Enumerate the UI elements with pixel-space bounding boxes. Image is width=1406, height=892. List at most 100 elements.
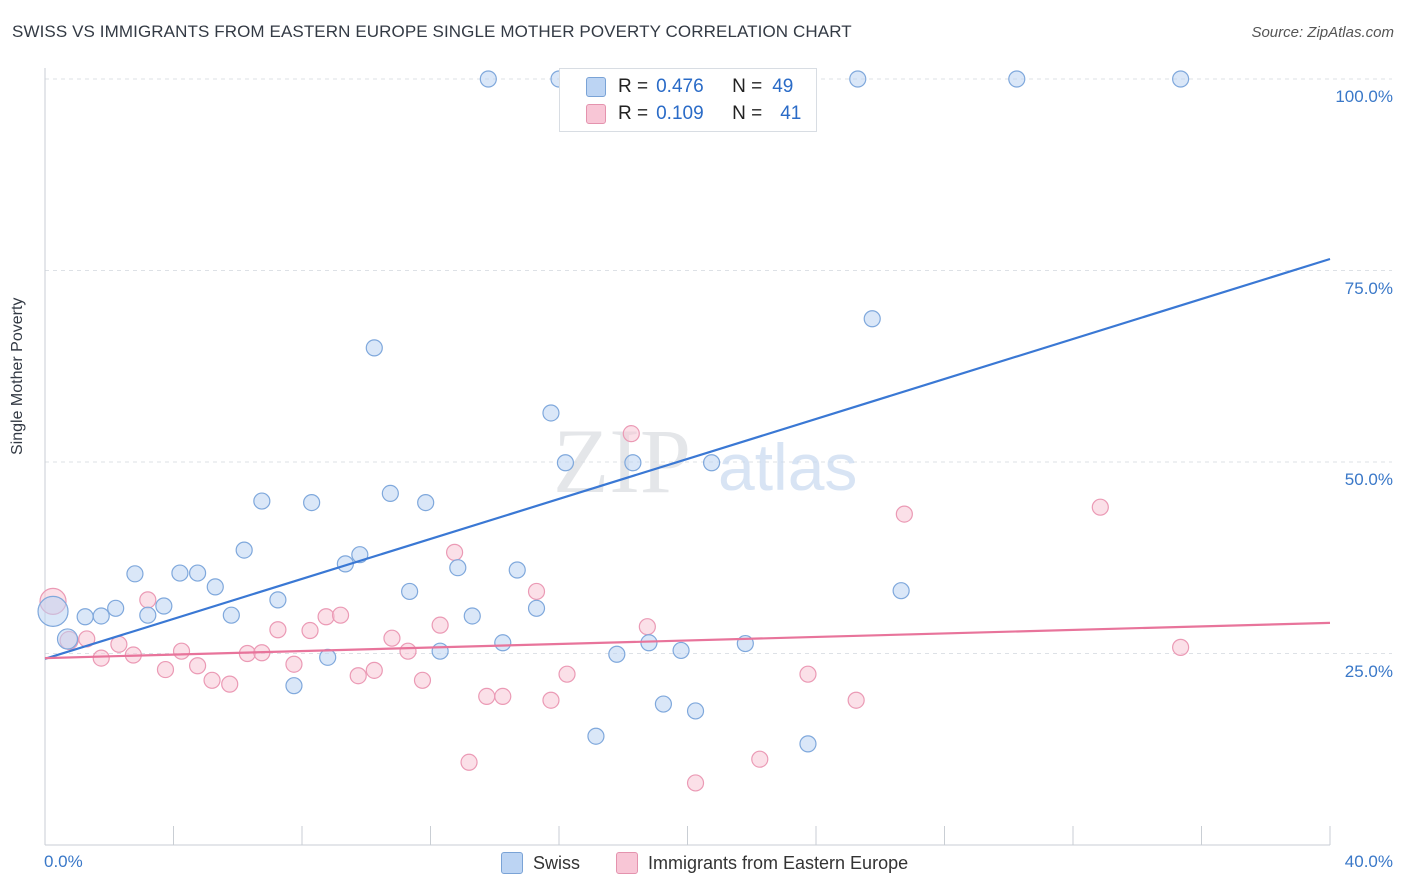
eastern-europe-point bbox=[269, 621, 287, 639]
x-tick-min: 0.0% bbox=[44, 852, 83, 871]
eastern-europe-point bbox=[365, 661, 383, 679]
y-axis-label: Single Mother Poverty bbox=[9, 297, 26, 455]
trend-lines bbox=[44, 257, 1331, 660]
eastern-europe-point bbox=[751, 750, 769, 768]
eastern-europe-point bbox=[895, 505, 913, 523]
n-value: 49 bbox=[772, 76, 794, 97]
swiss-point bbox=[235, 541, 253, 559]
swiss-point bbox=[126, 565, 144, 583]
eastern-europe-point bbox=[847, 691, 865, 709]
y-tick-label: 75.0% bbox=[1344, 278, 1393, 298]
watermark: ZIP atlas bbox=[553, 410, 857, 512]
swiss-point bbox=[542, 404, 560, 422]
swiss-point bbox=[76, 608, 94, 626]
swiss-point bbox=[92, 607, 110, 625]
eastern-europe-point bbox=[686, 774, 705, 792]
source-label: Source: ZipAtlas.com bbox=[1251, 24, 1394, 41]
trend-line-eastern-europe bbox=[44, 621, 1331, 660]
watermark-atlas: atlas bbox=[718, 430, 857, 504]
eastern-europe-point bbox=[494, 687, 512, 705]
swiss-point bbox=[401, 582, 419, 601]
swiss-point bbox=[849, 70, 867, 88]
swiss-point bbox=[139, 606, 157, 624]
swiss-point bbox=[303, 493, 321, 512]
swiss-point bbox=[37, 595, 69, 627]
series-eastern-europe bbox=[39, 425, 1190, 792]
trend-line-swiss bbox=[44, 257, 1331, 660]
eastern-europe-point bbox=[542, 691, 560, 709]
eastern-europe-point bbox=[622, 425, 640, 443]
eastern-europe-point bbox=[638, 618, 656, 636]
swiss-point bbox=[463, 607, 481, 625]
gridlines bbox=[45, 78, 1392, 654]
swiss-point bbox=[56, 628, 79, 650]
eastern-europe-point bbox=[799, 665, 817, 683]
n-label: N = bbox=[732, 76, 763, 97]
eastern-europe-point bbox=[527, 582, 546, 601]
swiss-point bbox=[269, 591, 287, 609]
eastern-europe-point bbox=[1091, 498, 1109, 516]
stats-row-eastern: R = 0.109 N = 41 bbox=[586, 101, 801, 127]
eastern-swatch bbox=[616, 852, 638, 874]
eastern-swatch bbox=[586, 104, 606, 124]
n-value: 41 bbox=[780, 103, 802, 124]
eastern-europe-point bbox=[317, 608, 335, 626]
swiss-point bbox=[171, 564, 189, 582]
eastern-europe-point bbox=[285, 655, 303, 673]
swiss-point bbox=[381, 484, 399, 503]
swiss-point bbox=[556, 454, 575, 472]
eastern-europe-point bbox=[331, 606, 350, 624]
swiss-point bbox=[107, 599, 125, 617]
swiss-point bbox=[253, 492, 271, 510]
swiss-point bbox=[799, 735, 817, 753]
swiss-point bbox=[624, 454, 642, 472]
eastern-europe-point bbox=[203, 671, 221, 689]
eastern-europe-point bbox=[399, 642, 417, 660]
swiss-point bbox=[365, 339, 383, 357]
swiss-point bbox=[508, 561, 526, 579]
x-tick-max: 40.0% bbox=[1344, 852, 1393, 871]
swiss-point bbox=[479, 70, 497, 88]
eastern-europe-point bbox=[156, 660, 175, 679]
swiss-point bbox=[188, 564, 207, 582]
swiss-point bbox=[1008, 70, 1026, 88]
swiss-point bbox=[686, 702, 705, 720]
swiss-point bbox=[1172, 70, 1190, 88]
r-label: R = bbox=[618, 103, 649, 124]
series-legend: Swiss Immigrants from Eastern Europe bbox=[0, 852, 1406, 878]
eastern-europe-point bbox=[92, 649, 110, 667]
eastern-europe-point bbox=[383, 629, 401, 647]
swiss-point bbox=[449, 559, 467, 577]
eastern-europe-point bbox=[139, 591, 157, 609]
swiss-point bbox=[608, 645, 626, 663]
eastern-europe-point bbox=[188, 657, 207, 675]
n-label: N = bbox=[732, 103, 763, 124]
r-label: R = bbox=[618, 76, 649, 97]
legend-item-swiss[interactable]: Swiss bbox=[501, 852, 580, 874]
chart-title: SWISS VS IMMIGRANTS FROM EASTERN EUROPE … bbox=[12, 22, 852, 41]
r-value: 0.109 bbox=[656, 103, 704, 124]
stats-legend: R = 0.476 N = 49 R = 0.109 N = 41 bbox=[559, 68, 817, 132]
swiss-point bbox=[319, 648, 337, 666]
swiss-point bbox=[206, 578, 224, 596]
swiss-point bbox=[285, 677, 303, 695]
swiss-swatch bbox=[501, 852, 523, 874]
eastern-europe-point bbox=[460, 753, 478, 771]
axes bbox=[44, 68, 1331, 846]
eastern-europe-point bbox=[431, 616, 449, 634]
eastern-europe-point bbox=[413, 671, 432, 689]
swiss-point bbox=[222, 606, 240, 624]
swiss-point bbox=[863, 310, 881, 328]
swiss-point bbox=[702, 454, 721, 472]
stats-row-swiss: R = 0.476 N = 49 bbox=[586, 74, 793, 100]
watermark-zip: ZIP bbox=[553, 410, 691, 512]
eastern-europe-point bbox=[445, 543, 464, 561]
eastern-europe-point bbox=[349, 667, 367, 685]
legend-item-eastern-europe[interactable]: Immigrants from Eastern Europe bbox=[616, 852, 908, 874]
eastern-europe-point bbox=[172, 642, 191, 660]
swiss-point bbox=[431, 642, 449, 660]
legend-label-swiss: Swiss bbox=[533, 852, 581, 873]
swiss-point bbox=[417, 493, 435, 512]
swiss-point bbox=[527, 599, 546, 617]
